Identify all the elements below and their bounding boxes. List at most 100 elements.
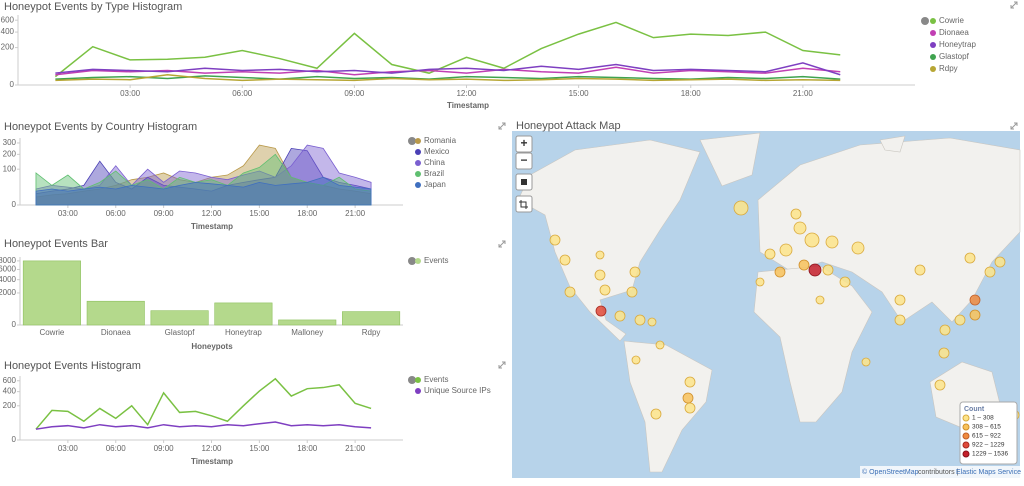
map-bubble xyxy=(793,221,807,235)
map-legend-swatch xyxy=(962,432,970,440)
map-bubble xyxy=(822,264,834,276)
fit-button[interactable] xyxy=(515,195,533,213)
y-tick-label: 200 xyxy=(1,43,15,52)
map-legend-label: 615 – 922 xyxy=(972,433,1001,440)
x-tick-label: 03:00 xyxy=(58,444,79,453)
x-tick-label: 12:00 xyxy=(201,209,222,218)
legend-swatch xyxy=(415,182,421,188)
map-bubble xyxy=(733,200,749,216)
legend-label[interactable]: Japan xyxy=(424,180,446,189)
zoom-out-label[interactable]: − xyxy=(520,153,527,167)
legend-label[interactable]: Mexico xyxy=(424,147,450,156)
x-tick-label: 09:00 xyxy=(154,444,175,453)
x-tick-label: 21:00 xyxy=(345,444,366,453)
x-tick-label: 09:00 xyxy=(154,209,175,218)
series-line xyxy=(35,421,372,430)
legend-label[interactable]: Brazil xyxy=(424,169,444,178)
x-tick-label: Dionaea xyxy=(101,328,131,337)
legend-label[interactable]: Rdpy xyxy=(939,64,958,73)
x-tick-label: 18:00 xyxy=(297,444,318,453)
map-bubble xyxy=(839,276,851,288)
x-tick-label: Honeytrap xyxy=(225,328,262,337)
legend-label[interactable]: Honeytrap xyxy=(939,40,976,49)
map-bubble xyxy=(779,243,793,257)
x-tick-label: 06:00 xyxy=(232,89,253,98)
attribution-bg xyxy=(860,466,1020,478)
legend-label[interactable]: Unique Source IPs xyxy=(424,386,491,395)
map-bubble xyxy=(629,266,641,278)
legend-toggle[interactable] xyxy=(408,257,416,265)
legend-toggle[interactable] xyxy=(921,17,929,25)
map-legend-swatch xyxy=(962,423,970,431)
map-panel: Honeypot Attack Map + − Count © OpenStre… xyxy=(512,120,1021,478)
map-legend-swatch xyxy=(962,414,970,422)
map-legend-swatch xyxy=(962,450,970,458)
x-tick-label: 12:00 xyxy=(456,89,477,98)
legend-label[interactable]: Cowrie xyxy=(939,16,964,25)
map-legend xyxy=(959,401,1018,465)
map-legend-label: 1229 – 1536 xyxy=(972,451,1009,458)
y-tick-label: 0 xyxy=(12,435,17,444)
map-bubble xyxy=(894,314,906,326)
legend-swatch xyxy=(930,30,936,36)
map-bubble xyxy=(626,286,638,298)
legend-label[interactable]: Events xyxy=(424,256,448,265)
x-tick-label: 06:00 xyxy=(106,209,127,218)
series-line xyxy=(55,73,841,82)
legend-swatch xyxy=(415,160,421,166)
zoom-out[interactable] xyxy=(515,152,533,170)
y-tick-label: 6000 xyxy=(0,265,17,274)
map-bubble xyxy=(861,357,871,367)
zoom-in[interactable] xyxy=(515,135,533,153)
legend-swatch xyxy=(930,42,936,48)
y-tick-label: 0 xyxy=(12,320,17,329)
map-bubble xyxy=(599,284,611,296)
chart-title: Honeypot Events by Country Histogram xyxy=(4,121,197,133)
map-legend-label: 922 – 1229 xyxy=(972,442,1005,449)
attribution-link[interactable]: Elastic Maps Service xyxy=(956,469,1021,476)
map-bubble xyxy=(764,248,776,260)
series-area xyxy=(35,176,372,206)
y-tick-label: 600 xyxy=(1,15,15,24)
map-bubble xyxy=(595,250,605,260)
y-tick-label: 300 xyxy=(3,138,17,147)
x-axis-title: Timestamp xyxy=(447,101,489,110)
legend-label[interactable]: Romania xyxy=(424,136,457,145)
map-bubble xyxy=(939,324,951,336)
expand-icon[interactable] xyxy=(498,240,506,248)
land xyxy=(517,132,1021,473)
x-tick-label: 15:00 xyxy=(249,209,270,218)
legend-swatch xyxy=(930,66,936,72)
legend-toggle[interactable] xyxy=(408,137,416,145)
legend-label[interactable]: Glastopf xyxy=(939,52,970,61)
map-legend-label: 1 – 308 xyxy=(972,415,994,422)
y-tick-label: 0 xyxy=(10,80,15,89)
expand-icon[interactable] xyxy=(498,122,506,130)
expand-icon[interactable] xyxy=(1010,1,1018,9)
legend-swatch xyxy=(415,149,421,155)
expand-icon[interactable] xyxy=(1010,122,1018,130)
bar xyxy=(150,310,209,326)
x-tick-label: 18:00 xyxy=(681,89,702,98)
y-tick-label: 4000 xyxy=(0,275,17,284)
legend-label[interactable]: Events xyxy=(424,375,448,384)
legend-swatch xyxy=(415,258,421,264)
map-bubble xyxy=(755,277,765,287)
x-tick-label: 03:00 xyxy=(120,89,141,98)
attribution-link[interactable]: © OpenStreetMap xyxy=(862,468,919,476)
legend-toggle[interactable] xyxy=(408,376,416,384)
chart-title: Honeypot Events Histogram xyxy=(4,360,141,372)
legend-swatch xyxy=(415,377,421,383)
bar xyxy=(278,319,337,326)
map-bubble xyxy=(969,294,981,306)
expand-icon[interactable] xyxy=(498,361,506,369)
legend-label[interactable]: China xyxy=(424,158,445,167)
map-bubble xyxy=(964,252,976,264)
x-tick-label: 03:00 xyxy=(58,209,79,218)
map-bubble xyxy=(594,269,606,281)
y-tick-label: 200 xyxy=(3,149,17,158)
map-bubble xyxy=(914,264,926,276)
legend-label[interactable]: Dionaea xyxy=(939,28,969,37)
zoom-in-label[interactable]: + xyxy=(520,136,527,150)
map-bubble xyxy=(682,392,694,404)
